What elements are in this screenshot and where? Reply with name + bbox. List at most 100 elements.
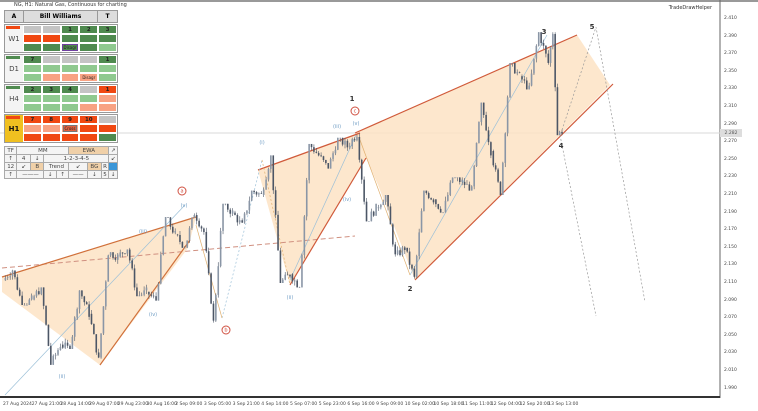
- down-arrow-icon[interactable]: ↓: [86, 170, 102, 179]
- candle-body: [480, 102, 483, 122]
- candle-body: [427, 193, 430, 199]
- candle-body: [50, 345, 52, 365]
- time-tick-label: 10 Sep 02:00: [404, 402, 435, 407]
- candle-body: [432, 199, 435, 203]
- candle-body: [250, 190, 253, 201]
- timeframe-block-d1: D1 7 1 Disagr: [4, 54, 118, 83]
- price-tick-label: 2.010: [724, 368, 737, 373]
- price-tick-label: 2.070: [724, 315, 737, 321]
- up-arrow-icon[interactable]: ↑: [55, 170, 70, 179]
- price-tick-label: 2.330: [724, 86, 737, 92]
- collapse-icon[interactable]: ↙: [108, 154, 118, 163]
- indicator-cell: [98, 133, 117, 142]
- down-arrow-icon[interactable]: ↓: [43, 170, 57, 179]
- r-button[interactable]: R: [100, 162, 110, 171]
- time-tick-label: 30 Aug 16:00: [146, 402, 177, 407]
- candle-body: [404, 247, 406, 251]
- candle-body: [437, 204, 440, 209]
- candle-body: [255, 192, 258, 195]
- wave-pattern-button[interactable]: 1-2-3-4-5: [43, 154, 110, 163]
- candle-body: [126, 249, 129, 254]
- timeframe-label[interactable]: H4: [5, 85, 23, 112]
- wave-label: 5: [589, 23, 595, 31]
- up-arrow-icon[interactable]: ↑: [3, 170, 18, 179]
- candle-body: [308, 143, 310, 181]
- candle-body: [133, 268, 136, 288]
- a-button[interactable]: A: [5, 11, 24, 22]
- candle-body: [525, 80, 528, 90]
- wave-label: 4: [558, 142, 564, 150]
- down-arrow-icon[interactable]: ↓: [108, 170, 118, 179]
- candle-body: [76, 309, 78, 318]
- candle-body: [4, 277, 7, 281]
- indicator-cell: [79, 124, 99, 133]
- candle-body: [121, 252, 124, 254]
- up-arrow-icon[interactable]: ↑: [3, 154, 18, 163]
- candle-body: [535, 45, 538, 59]
- bg-button[interactable]: BG: [86, 162, 102, 171]
- candle-body: [523, 79, 526, 81]
- candle-body: [198, 220, 200, 227]
- candle-body: [344, 140, 346, 145]
- signal-bar: [6, 56, 20, 59]
- timeframe-label[interactable]: H1: [5, 115, 23, 142]
- trend-button[interactable]: Trend: [43, 162, 70, 171]
- indicator-cell: [98, 43, 117, 52]
- candle-body: [109, 252, 112, 256]
- indicator-cell: 2: [23, 85, 42, 94]
- candle-body: [363, 179, 365, 202]
- mm-button[interactable]: MM: [16, 146, 70, 155]
- timeframe-label[interactable]: D1: [5, 55, 23, 82]
- time-tick-label: 27 Aug 2024: [3, 402, 32, 407]
- candle-body: [172, 226, 174, 233]
- timeframe-label[interactable]: W1: [5, 25, 23, 52]
- candle-body: [286, 274, 289, 276]
- ewa-button[interactable]: EWA: [68, 146, 110, 155]
- candle-body: [482, 102, 485, 115]
- candle-body: [329, 158, 332, 169]
- candle-body: [227, 203, 229, 210]
- candle-body: [420, 210, 423, 233]
- bill-williams-panel: A Bill Williams T W1 1 2 3 Disagr D1 7 1 Disagr H…: [3, 10, 118, 179]
- candle-body: [114, 257, 117, 260]
- price-tick-label: 2.130: [724, 262, 737, 268]
- wedge-fill-left: [2, 217, 196, 365]
- candle-body: [47, 324, 50, 346]
- candle-body: [499, 181, 502, 195]
- candle-body: [509, 63, 511, 98]
- tf-button[interactable]: TF: [3, 146, 18, 155]
- expand-icon[interactable]: ↗: [108, 146, 118, 155]
- control-panel: TF MM EWA ↗ ↑ 4 ↓ 1-2-3-4-5 ↙ 12 ↙ B Tre…: [3, 146, 118, 179]
- t-button[interactable]: T: [97, 11, 117, 22]
- candle-body: [494, 165, 497, 170]
- candle-body: [334, 149, 337, 154]
- b-button[interactable]: B: [29, 162, 45, 171]
- down-arrow-icon[interactable]: ↓: [29, 154, 45, 163]
- time-tick-label: 12 Sep 04:00: [490, 402, 521, 407]
- candle-body: [248, 200, 251, 211]
- candle-body: [332, 153, 334, 159]
- price-tick-label: 2.390: [724, 33, 737, 39]
- candle-body: [112, 252, 114, 258]
- candle-body: [389, 206, 392, 225]
- collapse-icon[interactable]: ↙: [68, 162, 88, 171]
- trade-draw-helper-label[interactable]: TradeDrawHelper: [668, 5, 712, 11]
- collapse-icon[interactable]: ↙: [16, 162, 31, 171]
- wave-label: a: [177, 186, 187, 196]
- price-tick-label: 2.150: [724, 244, 737, 250]
- signal-bar: [6, 26, 20, 29]
- candle-body: [444, 200, 447, 213]
- candle-body: [415, 256, 418, 277]
- color-swatch[interactable]: [108, 162, 118, 171]
- candle-body: [466, 184, 468, 185]
- candle-body: [205, 231, 208, 252]
- indicator-cell: 1: [60, 25, 80, 34]
- candle-body: [157, 283, 160, 301]
- indicator-cell: 9: [60, 115, 80, 124]
- candle-body: [552, 34, 554, 48]
- candle-body: [40, 287, 43, 295]
- candle-body: [528, 85, 530, 90]
- candles: [4, 32, 563, 365]
- candle-body: [145, 287, 148, 291]
